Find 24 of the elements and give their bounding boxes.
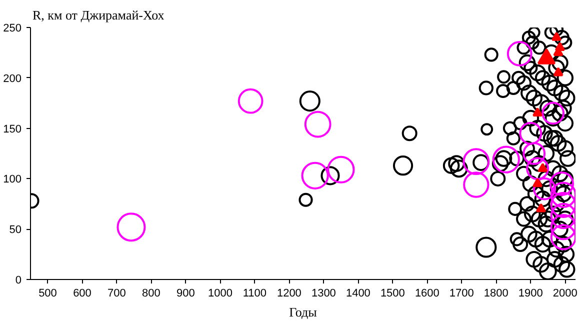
x-tick-label: 2000 — [552, 288, 578, 300]
x-tick-label: 1000 — [208, 288, 232, 300]
x-tick-label: 1100 — [242, 288, 267, 300]
y-tick-label: 0 — [15, 274, 22, 286]
x-tick-label: 1300 — [311, 288, 336, 300]
y-axis-title: R, км от Джирамай-Хох — [32, 8, 165, 22]
x-tick-label: 800 — [142, 288, 160, 300]
x-tick-label: 500 — [38, 288, 57, 300]
x-tick-label: 1700 — [449, 288, 474, 300]
x-tick-label: 1900 — [518, 288, 543, 300]
y-tick-label: 100 — [3, 174, 22, 186]
y-tick-label: 50 — [9, 224, 22, 236]
y-tick-label: 200 — [3, 72, 22, 85]
x-tick-label: 900 — [176, 288, 195, 300]
x-tick-label: 700 — [108, 288, 126, 300]
x-tick-label: 1400 — [346, 288, 370, 300]
x-tick-label: 1500 — [380, 288, 405, 300]
x-tick-label: 1200 — [276, 288, 302, 300]
x-tick-label: 1600 — [414, 288, 440, 300]
y-tick-label: 250 — [3, 22, 22, 34]
x-axis-title: Годы — [289, 304, 318, 320]
y-tick-label: 150 — [3, 123, 22, 136]
x-tick-label: 600 — [73, 288, 92, 300]
x-tick-label: 1800 — [484, 288, 508, 300]
